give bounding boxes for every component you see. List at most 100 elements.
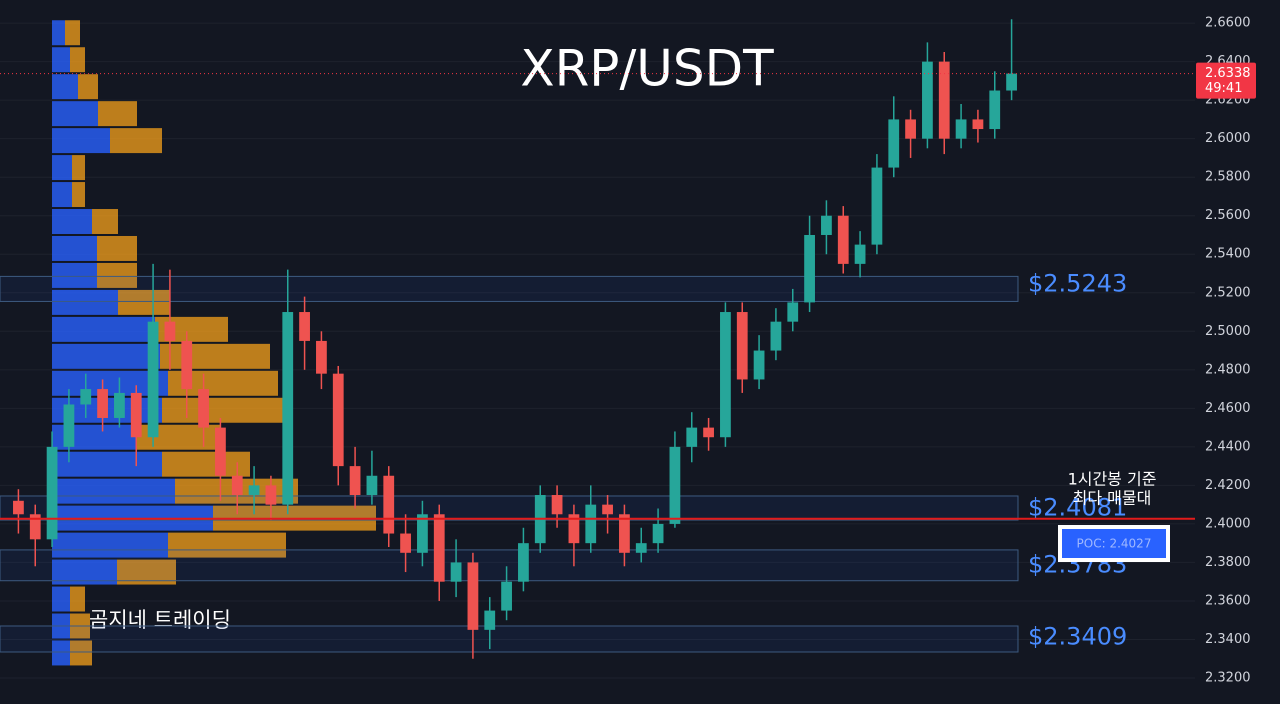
profile-sell-bar (92, 209, 118, 234)
profile-sell-bar (65, 20, 80, 46)
y-tick-label: 2.5800 (1205, 170, 1251, 185)
profile-buy-bar (52, 316, 155, 342)
zone-label: $2.4081 (1028, 493, 1127, 521)
profile-buy-bar (52, 343, 160, 369)
profile-sell-bar (78, 74, 98, 100)
candle-body (551, 495, 563, 515)
last-price-box (1196, 62, 1256, 99)
profile-sell-bar (162, 397, 288, 423)
y-tick-label: 2.4800 (1205, 362, 1251, 377)
poc-label: POC: 2.4027 (1077, 537, 1152, 551)
profile-sell-bar (98, 101, 137, 127)
candle-body (568, 514, 580, 544)
profile-buy-bar (52, 155, 72, 181)
zone (0, 625, 1019, 653)
profile-buy-bar (52, 478, 175, 504)
countdown-label: 49:41 (1205, 81, 1242, 96)
profile-buy-bar (52, 262, 97, 288)
profile-sell-bar (162, 451, 250, 477)
candle-body (417, 514, 428, 553)
last-price-label: 2.6338 (1205, 66, 1251, 81)
y-tick-label: 2.6600 (1205, 16, 1251, 31)
profile-sell-bar (110, 128, 162, 154)
candle-body (854, 244, 866, 264)
candle-body (248, 485, 260, 496)
y-tick-label: 2.5400 (1205, 247, 1251, 262)
candle-body (905, 119, 916, 139)
y-tick-label: 2.5600 (1205, 208, 1251, 223)
candle-body (349, 466, 361, 496)
candle-body (231, 475, 243, 496)
candle-body (686, 427, 698, 447)
profile-buy-bar (52, 47, 70, 73)
candle-body (383, 475, 395, 534)
poc-box (1058, 525, 1170, 562)
candle-body (736, 312, 748, 380)
profile-sell-bar (70, 47, 85, 73)
candle-body (13, 500, 24, 515)
candle-body (1006, 73, 1017, 91)
y-tick-label: 2.5000 (1205, 324, 1251, 339)
candle-body (501, 581, 512, 611)
profile-buy-bar (52, 101, 98, 127)
candle-body (518, 543, 529, 582)
candle-body (585, 504, 597, 544)
y-tick-label: 2.6000 (1205, 131, 1251, 146)
candle-body (164, 321, 176, 341)
candle-body (147, 321, 159, 438)
zone-label: $2.3409 (1028, 623, 1127, 651)
y-tick-label: 2.4400 (1205, 439, 1251, 454)
candle-body (29, 514, 41, 540)
y-tick-label: 2.4000 (1205, 516, 1251, 531)
y-tick-label: 2.4600 (1205, 401, 1251, 416)
candle-body (450, 562, 462, 582)
zone-label: $2.5243 (1028, 269, 1127, 297)
profile-buy-bar (52, 20, 65, 46)
candle-body (922, 61, 933, 139)
profile-buy-bar (52, 289, 118, 315)
candle-body (80, 389, 92, 405)
candle-body (955, 119, 967, 139)
y-tick-label: 2.3400 (1205, 632, 1251, 647)
candle-body (215, 427, 226, 476)
profile-buy-bar (52, 532, 168, 558)
candle-body (467, 562, 479, 630)
profile-buy-bar (52, 128, 110, 154)
candle-body (130, 392, 142, 438)
candle-body (114, 392, 125, 418)
poc-note: 최다 매물대 (1073, 489, 1152, 508)
candle-body (888, 119, 900, 168)
candle-body (703, 427, 714, 438)
candle-body (989, 90, 1001, 130)
candle-body (316, 340, 327, 374)
candle-body (770, 321, 782, 351)
profile-buy-bar (52, 451, 162, 477)
candle-body (669, 446, 681, 524)
zone (0, 495, 1019, 521)
profile-sell-bar (97, 235, 137, 261)
candle-body (299, 312, 310, 341)
profile-buy-bar (52, 235, 97, 261)
candle-body (972, 119, 984, 130)
candle-body (787, 302, 799, 322)
profile-sell-bar (72, 182, 85, 208)
zone (0, 549, 1019, 582)
candle-body (619, 514, 630, 553)
profile-buy-bar (52, 640, 70, 666)
profile-sell-bar (118, 289, 170, 315)
profile-sell-bar (72, 155, 85, 181)
profile-sell-bar (168, 532, 286, 558)
candle-body (871, 167, 883, 245)
y-tick-label: 2.3200 (1205, 670, 1251, 685)
profile-sell-bar (97, 262, 137, 288)
profile-sell-bar (70, 586, 85, 612)
candle-body (366, 475, 378, 496)
candle-body (804, 234, 815, 303)
candle-body (181, 340, 193, 390)
candle-body (400, 533, 411, 553)
candle-body (63, 404, 75, 447)
poc-note: 1시간봉 기준 (1068, 470, 1157, 489)
candle-body (265, 485, 277, 505)
candle-body (720, 312, 731, 438)
